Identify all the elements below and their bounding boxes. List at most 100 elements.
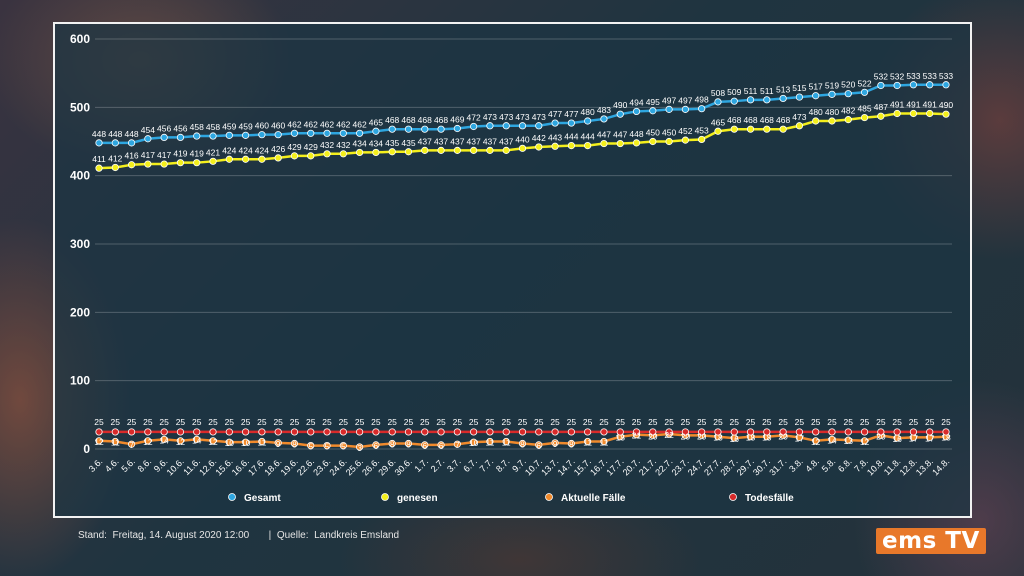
legend-marker [381,493,389,501]
data-label: 25 [225,417,235,427]
ems-tv-logo: ems TV [876,528,986,554]
data-label: 25 [876,417,886,427]
data-point [812,437,820,445]
data-point [160,133,168,141]
data-label: 462 [287,119,301,129]
data-label: 437 [450,136,464,146]
data-label: 18 [941,433,951,443]
data-label: 25 [892,417,902,427]
data-point [453,146,461,154]
data-point [372,127,380,135]
data-label: 411 [92,154,106,164]
data-point [763,96,771,104]
data-label: 522 [857,78,871,88]
data-point [926,428,934,436]
data-label: 487 [874,102,888,112]
data-point [779,125,787,133]
x-tick-label: 16.6. [230,456,251,477]
data-label: 25 [599,417,609,427]
data-label: 17 [925,433,935,443]
data-label: 9 [553,439,558,449]
data-point [127,161,136,169]
data-point [111,139,119,147]
data-point [860,437,869,445]
data-point [584,117,592,125]
data-point [437,146,445,154]
data-point [404,148,413,156]
data-point [176,428,185,436]
x-tick-label: 15.6. [213,456,234,477]
data-point [356,129,364,137]
data-label: 11 [111,437,120,447]
data-label: 14 [192,435,202,445]
data-point [844,436,852,444]
legend-marker [545,493,553,501]
x-tick-label: 6.8. [836,456,854,474]
data-label: 20 [697,431,707,441]
data-label: 25 [632,417,642,427]
data-label: 462 [304,119,318,129]
x-tick-label: 10.8. [865,456,886,477]
data-label: 533 [906,71,920,81]
data-label: 473 [792,112,806,122]
x-tick-label: 30.7. [751,456,772,477]
data-label: 6 [374,441,379,451]
data-label: 437 [483,136,497,146]
data-point [600,139,608,148]
data-point [453,124,461,133]
data-point [730,428,738,436]
data-point [209,428,217,436]
x-tick-label: 20.7. [621,456,642,477]
data-label: 448 [108,129,122,139]
data-point [698,135,706,144]
data-label: 426 [271,144,285,154]
y-tick-label: 0 [83,442,90,456]
data-label: 460 [271,121,285,131]
data-point [111,437,119,446]
data-label: 5 [341,442,346,452]
data-label: 453 [695,125,709,135]
data-point [437,441,445,449]
data-point [388,428,396,436]
data-label: 456 [157,123,171,133]
data-label: 7 [129,440,134,450]
data-label: 21 [632,431,642,441]
data-label: 25 [746,417,756,427]
data-point [388,439,396,448]
data-point [877,112,885,120]
data-label: 434 [369,138,383,148]
data-label: 25 [485,417,495,427]
x-tick-label: 29.6. [376,456,397,477]
data-point [372,428,380,436]
data-point [730,97,738,105]
data-label: 498 [695,95,709,105]
data-label: 25 [453,417,463,427]
data-label: 435 [401,138,415,148]
x-tick-label: 7.7. [478,456,496,474]
data-label: 477 [548,109,562,119]
data-label: 437 [499,136,513,146]
data-label: 491 [923,99,937,109]
data-point [258,437,266,446]
data-label: 25 [550,417,560,427]
data-point [193,132,201,140]
footer-source-text: Stand: Freitag, 14. August 2020 12:00 | … [78,530,400,541]
data-label: 416 [124,151,138,161]
data-point [567,428,575,436]
data-point [909,428,918,436]
data-label: 12 [143,437,153,447]
data-label: 513 [776,84,790,94]
data-point [421,125,429,133]
data-label: 25 [159,417,169,427]
data-label: 452 [678,126,692,136]
data-point [372,441,380,449]
data-label: 18 [713,433,723,443]
x-tick-label: 21.7. [637,456,658,477]
data-label: 25 [762,417,772,427]
x-tick-label: 29.7. [735,456,756,477]
x-tick-label: 4.6. [103,456,121,474]
data-label: 13 [844,436,854,446]
data-point [877,428,885,436]
x-tick-label: 10.7. [523,456,544,477]
